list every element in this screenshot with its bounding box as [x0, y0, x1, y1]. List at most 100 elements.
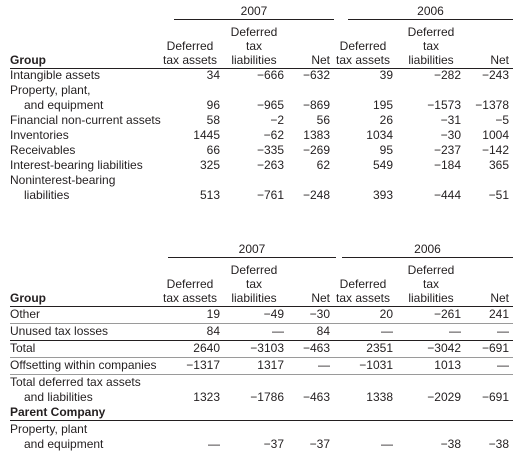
cell-value: −632 [302, 68, 330, 82]
year-underline [348, 19, 513, 20]
cell-value: −1031 [359, 358, 393, 372]
cell-value: −3042 [427, 341, 461, 355]
column-header: Deferred tax liabilities [224, 263, 284, 305]
year-underline [168, 257, 336, 258]
cell-value: 26 [379, 113, 393, 127]
cell-value: −282 [433, 68, 461, 82]
column-header-line: Net [311, 291, 330, 305]
row-label: Unused tax losses [10, 324, 109, 338]
cell-value: −30 [309, 307, 330, 321]
column-header: Net [439, 53, 509, 67]
column-header-line: Deferred [339, 277, 387, 291]
cell-value: 1323 [193, 390, 220, 404]
cell-value: −184 [433, 158, 461, 172]
row-label: Offsetting within companies [10, 358, 157, 372]
column-header-line: Net [490, 291, 509, 305]
column-header-line: liabilities [408, 53, 454, 67]
year-label: 2006 [417, 4, 444, 18]
row-label: Inventories [10, 128, 69, 142]
cell-value: 195 [372, 98, 393, 112]
cell-value: 1317 [257, 358, 284, 372]
cell-value: — [497, 324, 509, 338]
cell-value: −444 [433, 188, 461, 202]
cell-value: 20 [379, 307, 393, 321]
cell-value: −1317 [186, 358, 220, 372]
cell-value: — [318, 358, 330, 372]
row-label: and liabilities [24, 390, 93, 404]
cell-value: 241 [488, 307, 509, 321]
column-header-line: tax assets [162, 53, 218, 67]
cell-value: 549 [372, 158, 393, 172]
cell-value: −51 [488, 188, 509, 202]
cell-value: 2640 [193, 341, 220, 355]
cell-value: 19 [206, 307, 220, 321]
column-header-line: tax assets [335, 53, 391, 67]
cell-value: −335 [256, 143, 284, 157]
cell-value: 1338 [366, 390, 393, 404]
cell-value: — [381, 437, 393, 451]
parent-company-heading: Parent Company [10, 405, 106, 419]
cell-value: 1004 [482, 128, 509, 142]
column-header: Deferred tax assets [333, 277, 393, 305]
row-divider [10, 340, 513, 341]
row-label: Total [10, 341, 36, 355]
cell-value: 325 [199, 158, 220, 172]
column-header: Deferred tax liabilities [224, 25, 284, 67]
row-label: Total deferred tax assets [10, 375, 141, 389]
cell-value: −666 [256, 68, 284, 82]
row-label: Receivables [10, 143, 76, 157]
row-label: Interest-bearing liabilities [10, 158, 143, 172]
column-header-line: Deferred [407, 25, 455, 39]
cell-value: −248 [302, 188, 330, 202]
column-header: Net [260, 53, 330, 67]
year-label: 2007 [238, 242, 266, 256]
column-header-line: tax [422, 39, 439, 53]
row-label: Property, plant [10, 422, 88, 436]
cell-value: 58 [206, 113, 220, 127]
year-underline [174, 19, 334, 20]
column-header: Deferred tax liabilities [401, 25, 461, 67]
group-heading: Group [10, 291, 46, 305]
cell-value: 34 [206, 68, 220, 82]
row-divider [10, 374, 513, 375]
cell-value: 56 [316, 113, 330, 127]
column-header-line: tax assets [162, 291, 218, 305]
cell-value: −2029 [427, 390, 461, 404]
row-divider [10, 323, 513, 324]
cell-value: −37 [309, 437, 330, 451]
cell-value: −463 [302, 341, 330, 355]
column-header-line: Deferred [339, 39, 387, 53]
column-header-line: Net [490, 53, 509, 67]
cell-value: −691 [481, 341, 509, 355]
cell-value: −37 [263, 437, 284, 451]
cell-value: — [497, 358, 509, 372]
year-underline [342, 257, 513, 258]
column-header-line: liabilities [231, 291, 277, 305]
cell-value: 1383 [303, 128, 330, 142]
row-label: Intangible assets [10, 68, 101, 82]
row-label: and equipment [24, 98, 104, 112]
cell-value: −761 [256, 188, 284, 202]
row-label: Property, plant, [10, 83, 91, 97]
cell-value: 2351 [366, 341, 393, 355]
column-header-line: tax [422, 277, 439, 291]
cell-value: −2 [270, 113, 284, 127]
cell-value: −38 [440, 437, 461, 451]
row-label: liabilities [24, 188, 70, 202]
cell-value: −261 [433, 307, 461, 321]
cell-value: −237 [433, 143, 461, 157]
cell-value: −38 [488, 437, 509, 451]
column-header: Net [439, 291, 509, 305]
cell-value: — [381, 324, 393, 338]
cell-value: 96 [206, 98, 220, 112]
cell-value: −3103 [250, 341, 284, 355]
column-header-line: Deferred [166, 277, 214, 291]
section-rule [10, 420, 513, 421]
column-header: Deferred tax assets [160, 39, 220, 67]
column-header: Net [260, 291, 330, 305]
cell-value: −869 [302, 98, 330, 112]
column-header-line: Deferred [230, 25, 278, 39]
cell-value: −62 [263, 128, 284, 142]
row-label: and equipment [24, 437, 104, 451]
cell-value: — [208, 437, 220, 451]
